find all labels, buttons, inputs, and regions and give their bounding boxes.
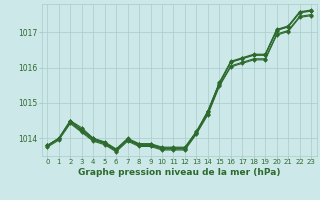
X-axis label: Graphe pression niveau de la mer (hPa): Graphe pression niveau de la mer (hPa) xyxy=(78,168,280,177)
